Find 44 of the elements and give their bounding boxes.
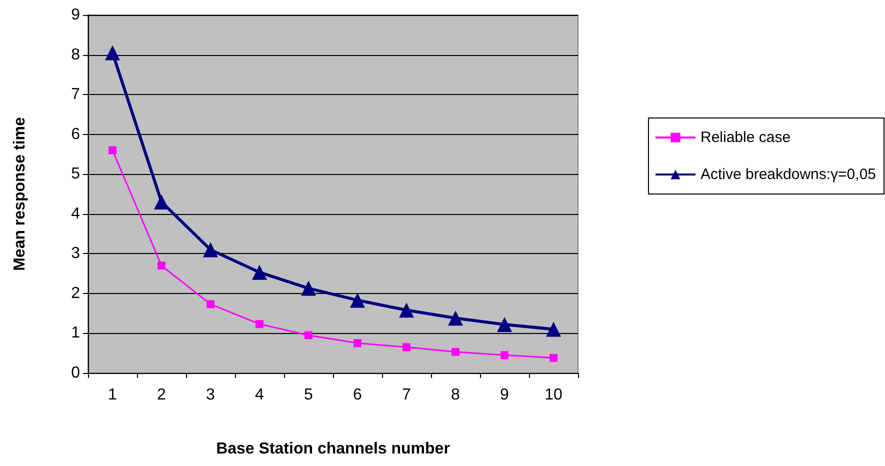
point xyxy=(500,351,508,360)
point xyxy=(550,354,558,362)
x-tick-label: 9 xyxy=(500,386,510,404)
point xyxy=(402,343,410,352)
point xyxy=(158,262,166,270)
legend-label: Active breakdowns:γ=0,05 xyxy=(700,166,876,183)
y-tick-label: 2 xyxy=(71,284,80,302)
point xyxy=(354,339,362,348)
point xyxy=(203,242,218,258)
x-tick-label: 4 xyxy=(255,386,264,404)
y-tick-label: 0 xyxy=(71,364,80,382)
point xyxy=(304,331,312,340)
y-tick-label: 1 xyxy=(71,324,80,342)
x-tick-label: 3 xyxy=(206,386,216,404)
point xyxy=(350,292,365,308)
point xyxy=(452,348,460,356)
y-tick-label: 3 xyxy=(71,245,80,262)
x-tick-label: 1 xyxy=(108,386,118,404)
legend-label: Reliable case xyxy=(700,129,791,146)
point xyxy=(301,280,316,296)
point xyxy=(399,302,414,318)
y-tick-label: 8 xyxy=(71,46,80,64)
point xyxy=(108,146,116,154)
x-tick-label: 10 xyxy=(544,386,562,404)
point xyxy=(154,194,169,210)
point xyxy=(206,300,214,308)
y-tick-label: 6 xyxy=(71,126,80,143)
y-tick-label: 4 xyxy=(71,205,80,222)
y-tick-label: 7 xyxy=(71,86,80,104)
point xyxy=(448,310,463,326)
x-axis-title: Base Station channels number xyxy=(216,440,450,458)
x-tick-label: 7 xyxy=(402,386,412,404)
point xyxy=(497,316,512,332)
y-axis-title: Mean response time xyxy=(12,116,28,271)
point xyxy=(546,322,561,337)
x-tick-label: 2 xyxy=(157,386,166,404)
point xyxy=(105,45,120,60)
y-tick-label: 5 xyxy=(71,166,80,183)
x-tick-label: 6 xyxy=(353,386,362,404)
x-tick-label: 5 xyxy=(304,386,314,404)
point xyxy=(256,320,264,328)
y-tick-label: 9 xyxy=(71,6,80,24)
point xyxy=(252,264,267,280)
x-tick-label: 8 xyxy=(451,386,460,404)
